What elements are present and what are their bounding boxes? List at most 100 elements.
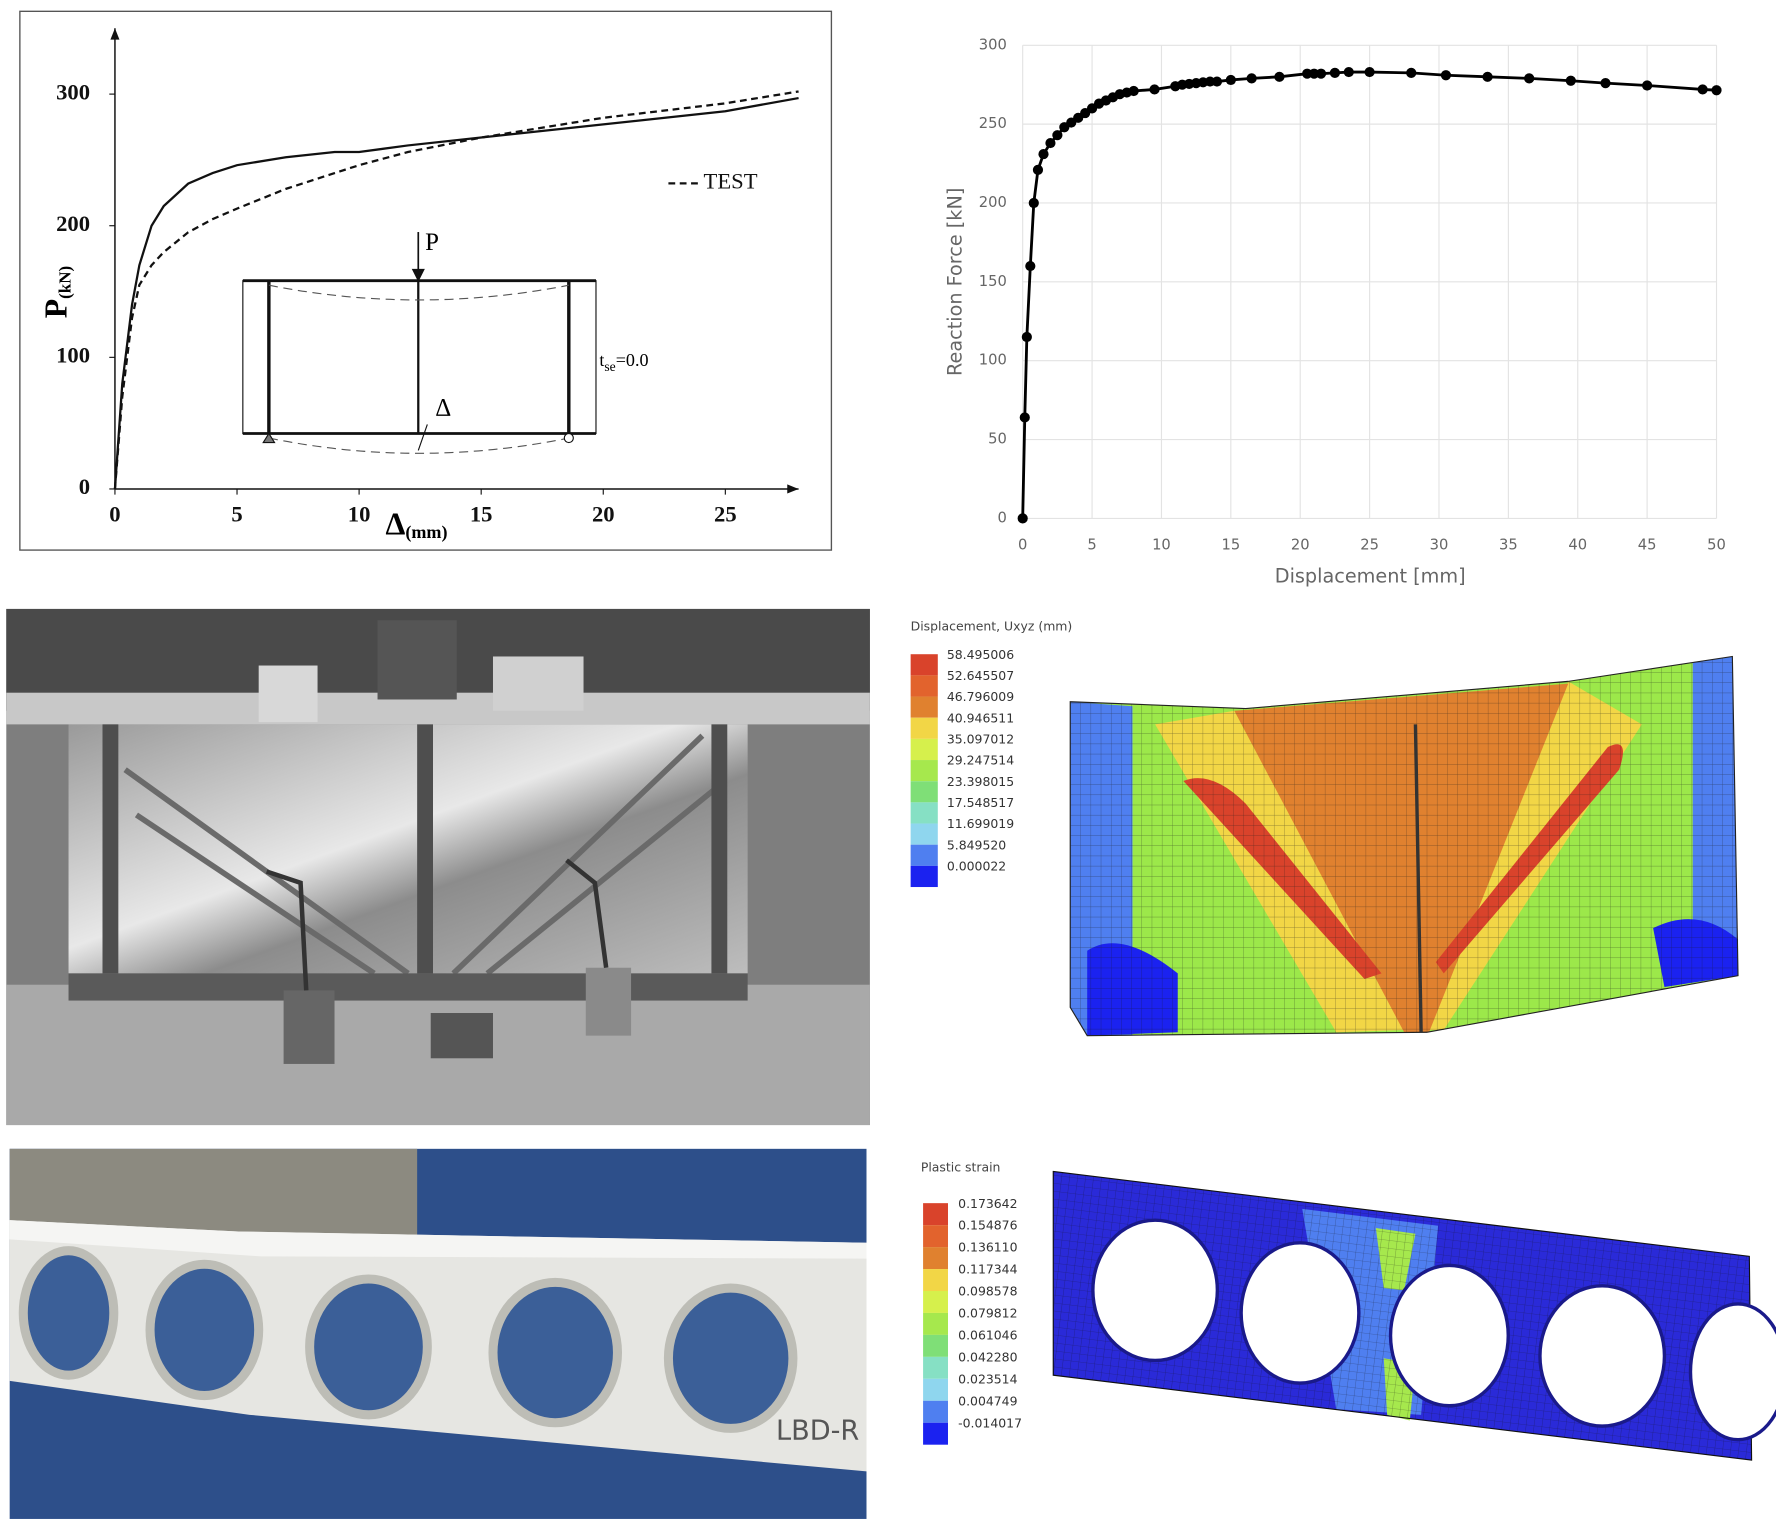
load-deflection-chart: 0 100 200 300 0 5 10 15 20 25 TEST — [56, 28, 799, 526]
legend-level: 52.645507 — [947, 668, 1014, 683]
legend-swatch — [910, 717, 938, 739]
x-tick-label: 15 — [1221, 537, 1240, 554]
data-point — [1343, 66, 1354, 78]
hole — [1538, 1284, 1667, 1428]
legend-level: 17.548517 — [947, 795, 1014, 810]
lvdt-stand — [283, 990, 335, 1064]
hole — [1688, 1302, 1776, 1442]
support — [563, 432, 574, 444]
beam-marking: LBD-R — [776, 1415, 859, 1446]
gauge-arm — [265, 858, 609, 991]
data-point — [1052, 130, 1063, 141]
legend-level: 0.154876 — [958, 1218, 1017, 1233]
legend-title: Plastic strain — [921, 1160, 1001, 1175]
hole — [663, 1283, 798, 1433]
x-tick-label: 50 — [1707, 537, 1726, 554]
reaction-force-chart: 0 50 100 150 200 250 300 0 5 10 15 20 25 30 35 40 45 50 — [979, 36, 1726, 553]
legend-level: 23.398015 — [947, 774, 1014, 789]
data-point — [1697, 84, 1708, 95]
thickness-label: tse=0.0 — [599, 350, 648, 374]
beam-flange — [9, 1220, 867, 1259]
legend-swatch — [910, 760, 938, 782]
lvdt-stand — [430, 1013, 493, 1059]
x-tick-label: 15 — [470, 501, 493, 526]
legend-level: 0.004749 — [958, 1393, 1017, 1408]
x-tick-label: 20 — [1291, 537, 1310, 554]
x-tick-label: 30 — [1430, 537, 1449, 554]
y-tick-label: 250 — [979, 115, 1007, 132]
lvdt-stand — [585, 967, 632, 1036]
web-panel — [68, 724, 748, 974]
data-point — [1021, 331, 1032, 343]
legend-level: 40.946511 — [947, 710, 1014, 725]
legend-level: 0.061046 — [958, 1328, 1017, 1343]
load-beam — [377, 620, 457, 700]
legend-swatch — [910, 738, 938, 761]
x-tick-label: 0 — [1018, 537, 1027, 554]
leader — [417, 424, 428, 451]
y-axis-label: P(kN) — [39, 266, 74, 318]
legend-level: 58.495006 — [947, 647, 1014, 662]
y-axis-label: Reaction Force [kN] — [943, 188, 966, 376]
legend-level: 0.173642 — [958, 1196, 1017, 1211]
legend-title: Displacement, Uxyz (mm) — [911, 619, 1073, 634]
thickness-main: t — [599, 350, 604, 370]
bottom-flange — [68, 973, 748, 1001]
axis-arrow — [787, 484, 799, 494]
support — [262, 432, 276, 444]
x-axis-label-main: Δ — [385, 507, 405, 542]
fem-displacement — [1069, 655, 1739, 1037]
load-label: P — [425, 229, 439, 256]
x-tick-label: 10 — [348, 501, 371, 526]
timber — [492, 656, 584, 711]
y-tick-label: 0 — [79, 474, 90, 499]
legend-level: 29.247514 — [947, 753, 1014, 768]
legend-level: 0.136110 — [958, 1240, 1017, 1255]
legend-swatch — [923, 1269, 948, 1291]
data-point — [1246, 73, 1257, 84]
x-tick-label: 40 — [1568, 537, 1587, 554]
timber — [258, 665, 318, 723]
stiffener — [417, 724, 433, 974]
deformed-shape — [268, 284, 569, 301]
data-point — [1028, 197, 1039, 209]
legend-swatch — [910, 675, 938, 697]
arrow-head — [411, 268, 425, 282]
holes — [1091, 1218, 1776, 1442]
y-tick-label: 300 — [56, 79, 90, 104]
y-tick-label: 200 — [979, 194, 1007, 211]
legend-level: 0.023514 — [958, 1371, 1017, 1386]
axis-arrow — [110, 28, 120, 40]
legend-level: 5.849520 — [947, 837, 1006, 852]
legend-swatch — [910, 802, 938, 824]
y-tick-label: 200 — [56, 211, 90, 236]
y-tick-label: 100 — [56, 343, 90, 368]
data-point — [1032, 164, 1044, 175]
legend-label: TEST — [704, 169, 758, 194]
mesh — [1069, 655, 1739, 1037]
legend-level: -0.014017 — [958, 1415, 1022, 1430]
legend-swatch — [923, 1400, 948, 1423]
legend-level: 0.000022 — [947, 858, 1006, 873]
data-point — [1711, 85, 1722, 96]
data-point — [1440, 70, 1452, 81]
legend-swatch — [923, 1203, 948, 1226]
thickness-sub: se — [604, 359, 615, 374]
hole — [145, 1259, 264, 1401]
legend-swatch — [910, 823, 938, 845]
legend-level: 35.097012 — [947, 732, 1014, 747]
x-tick-label: 45 — [1638, 537, 1657, 554]
data-point — [1017, 513, 1028, 524]
stiffener — [711, 724, 728, 974]
x-tick-label: 25 — [1360, 537, 1379, 554]
y-axis-label-main: P — [39, 299, 74, 318]
x-axis-label: Displacement [mm] — [1275, 565, 1466, 588]
y-tick-label: 0 — [997, 509, 1006, 526]
legend-swatch — [923, 1247, 948, 1270]
data-point — [1019, 412, 1030, 423]
legend-swatch — [910, 844, 938, 866]
data-point — [1274, 71, 1285, 82]
data-point — [1211, 76, 1223, 87]
y-tick-label: 50 — [988, 431, 1007, 448]
deformed-shape — [268, 437, 569, 454]
